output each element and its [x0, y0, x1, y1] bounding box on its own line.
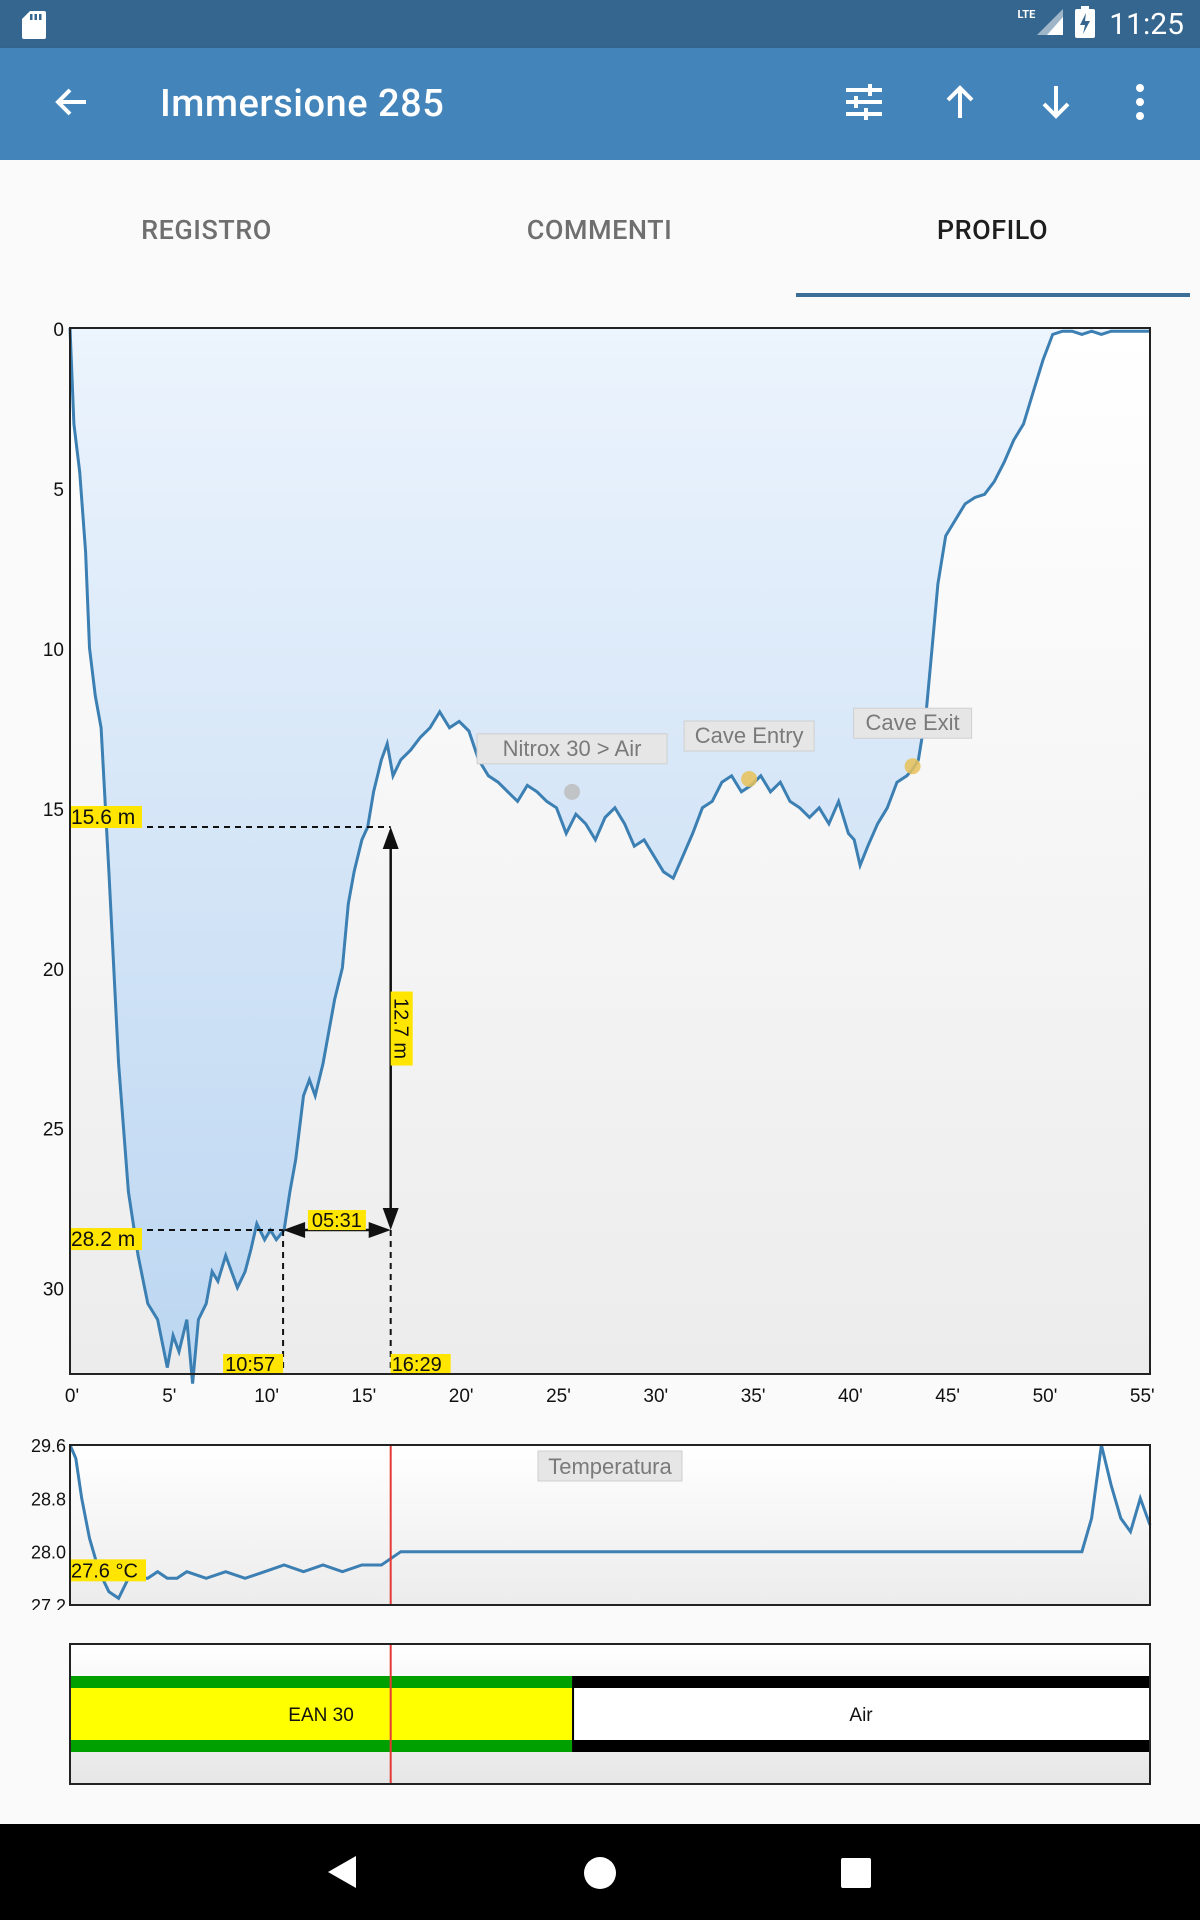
plot-frame [69, 327, 1151, 1375]
navigation-bar [0, 1824, 1200, 1920]
depth-profile-chart[interactable]: 0 5 10 15 20 25 30 0' 5' 10' 15' 20' 25' 30' 35' 40' 45… [0, 310, 1200, 1410]
x-tick-label: 30' [643, 1386, 668, 1407]
gas-segment[interactable] [70, 1688, 573, 1740]
arrow-head-down-icon [382, 1208, 399, 1231]
depth-delta-label: 12.7 m [390, 998, 412, 1059]
tab-profilo[interactable]: PROFILO [936, 214, 1049, 246]
x-tick-label: 20' [449, 1386, 474, 1407]
time-start-label-box [223, 1354, 284, 1374]
event-marker[interactable] [564, 783, 581, 800]
gas-segment-label: Air [849, 1705, 873, 1726]
event-marker[interactable] [741, 771, 758, 788]
nav-home-icon[interactable] [583, 1856, 617, 1894]
y-tick-label: 15 [43, 800, 64, 821]
event-label-box [853, 707, 973, 739]
y-tick-label: 20 [43, 960, 64, 981]
x-tick-label: 5' [162, 1386, 176, 1407]
temp-value-label: 27.6 °C [71, 1560, 138, 1582]
temp-y-tick-label: 28.0 [31, 1543, 66, 1563]
temperature-chart[interactable]: 29.6 28.8 28.0 27.2 Temperatura 27.6 °C [0, 1430, 1200, 1610]
temp-plot-frame [69, 1444, 1151, 1606]
time-end-label: 16:29 [392, 1354, 442, 1376]
temp-y-tick-label: 27.2 [31, 1596, 66, 1610]
temp-y-tick-label: 29.6 [31, 1436, 66, 1456]
y-tick-label: 5 [53, 480, 64, 501]
duration-label-box [307, 1210, 366, 1231]
event-label: Nitrox 30 > Air [503, 736, 642, 761]
arrow-head-right-icon [368, 1222, 391, 1239]
status-time: 11:25 [1109, 6, 1184, 42]
arrow-left-icon[interactable] [52, 82, 92, 126]
network-type: LTE [1017, 7, 1036, 21]
event-label-box [683, 720, 815, 752]
y-tick-label: 10 [43, 640, 64, 661]
tab-commenti[interactable]: COMMENTI [526, 214, 673, 246]
gas-frame [69, 1643, 1151, 1785]
x-tick-label: 50' [1033, 1386, 1058, 1407]
event-label: Cave Entry [695, 723, 804, 748]
arrow-head-up-icon [382, 827, 399, 850]
temp-y-tick-label: 28.8 [31, 1489, 66, 1509]
temp-title-box [537, 1450, 683, 1482]
x-tick-label: 15' [352, 1386, 377, 1407]
app-bar: Immersione 285 [0, 48, 1200, 160]
time-start-label: 10:57 [225, 1354, 275, 1376]
page-title: Immersione 285 [160, 82, 445, 126]
arrow-down-icon[interactable] [1036, 82, 1076, 126]
depth-profile-line [68, 327, 1150, 1384]
event-label: Cave Exit [866, 710, 960, 735]
depth-high-label-box [70, 806, 142, 829]
duration-label: 05:31 [312, 1210, 362, 1232]
depth-high-label: 15.6 m [71, 806, 135, 829]
nav-recents-icon[interactable] [841, 1858, 871, 1892]
x-tick-label: 40' [838, 1386, 863, 1407]
depth-low-label: 28.2 m [71, 1228, 135, 1251]
event-label-box [476, 733, 668, 765]
tab-bar: REGISTRO COMMENTI PROFILO [0, 160, 1200, 300]
temp-title: Temperatura [548, 1454, 672, 1479]
nav-back-icon[interactable] [326, 1854, 358, 1894]
tab-indicator [796, 293, 1190, 297]
temp-value-label-box [70, 1559, 146, 1582]
status-bar: LTE 11:25 [0, 0, 1200, 48]
arrow-head-left-icon [283, 1222, 306, 1239]
more-vert-icon[interactable] [1120, 82, 1160, 126]
time-end-label-box [390, 1354, 451, 1374]
depth-low-label-box [70, 1228, 142, 1251]
depth-delta-label-box [390, 991, 413, 1066]
depth-area [70, 328, 1150, 1384]
sd-card-icon [22, 11, 46, 43]
y-tick-label: 0 [53, 320, 64, 341]
tab-registro[interactable]: REGISTRO [141, 214, 272, 246]
tune-icon[interactable] [844, 82, 884, 126]
arrow-up-icon[interactable] [940, 82, 980, 126]
battery-charging-icon [1075, 6, 1096, 42]
y-tick-label: 30 [43, 1280, 64, 1301]
x-tick-label: 35' [741, 1386, 766, 1407]
event-marker[interactable] [904, 758, 921, 775]
x-tick-label: 0' [65, 1386, 79, 1407]
x-tick-label: 55' [1130, 1386, 1155, 1407]
gas-segment[interactable] [574, 1688, 1150, 1740]
x-tick-label: 45' [935, 1386, 960, 1407]
gas-segment-label: EAN 30 [288, 1705, 353, 1726]
gas-timeline[interactable]: EAN 30 Air [0, 1640, 1200, 1790]
y-tick-label: 25 [43, 1120, 64, 1141]
x-tick-label: 25' [546, 1386, 571, 1407]
signal-icon [1035, 7, 1065, 41]
x-tick-label: 10' [254, 1386, 279, 1407]
